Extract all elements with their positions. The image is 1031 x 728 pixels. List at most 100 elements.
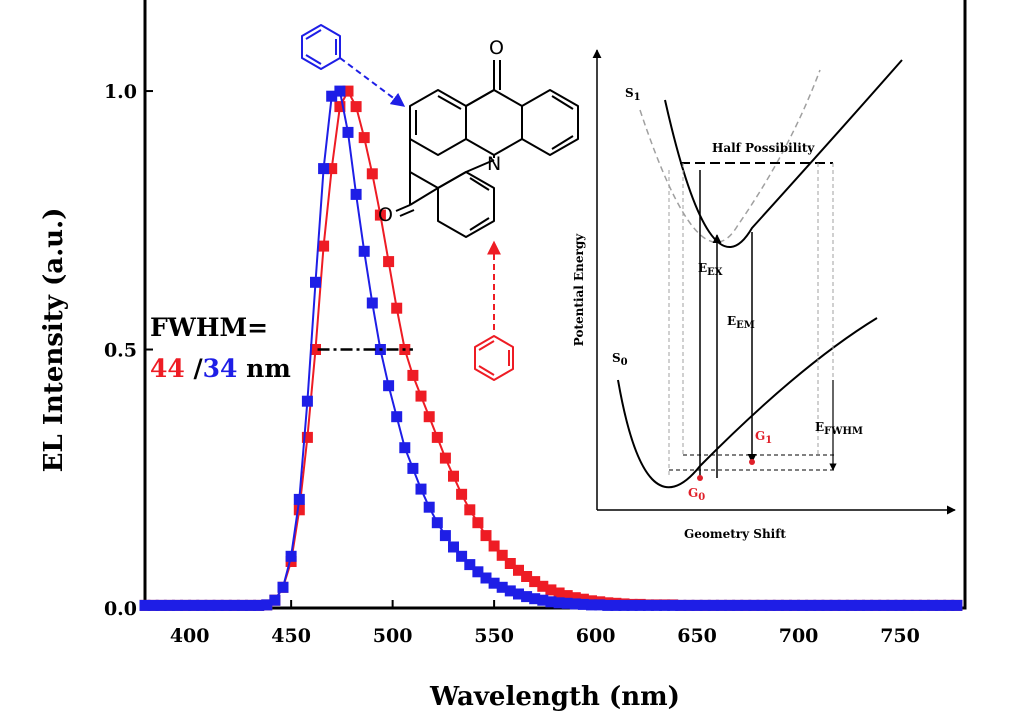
atom-n: N	[487, 153, 501, 175]
data-point	[569, 592, 581, 604]
data-point	[910, 599, 922, 611]
series-line	[145, 89, 957, 607]
data-point	[740, 599, 752, 611]
data-point	[172, 599, 183, 611]
data-point	[448, 541, 459, 553]
data-point	[439, 452, 451, 464]
data-point	[488, 577, 500, 589]
data-point	[626, 599, 638, 611]
data-point	[366, 168, 378, 180]
core-skeleton	[395, 60, 579, 238]
data-point	[496, 581, 508, 593]
data-point	[147, 599, 159, 611]
data-point	[456, 488, 468, 500]
fwhm-label: FWHM=	[150, 313, 268, 342]
data-point	[196, 599, 208, 611]
data-point	[301, 431, 313, 443]
data-point	[358, 132, 370, 144]
data-point	[537, 594, 549, 606]
data-point	[683, 599, 695, 611]
data-point	[886, 599, 898, 611]
data-point	[805, 599, 817, 611]
data-point	[894, 599, 906, 611]
data-point	[545, 596, 557, 608]
data-point	[943, 599, 955, 611]
data-point	[391, 302, 403, 314]
x-tick-label: 400	[170, 625, 210, 647]
data-point	[918, 599, 930, 611]
data-point	[537, 580, 549, 592]
data-point	[293, 504, 305, 516]
data-point	[277, 581, 289, 593]
fwhm-blue-value: 34	[203, 354, 238, 383]
data-point	[407, 462, 419, 474]
data-point	[326, 90, 338, 102]
data-point	[366, 297, 378, 309]
data-point	[423, 501, 435, 513]
data-point	[399, 442, 411, 454]
data-point	[561, 590, 573, 602]
series-line	[145, 88, 957, 607]
data-point	[423, 411, 435, 423]
data-point	[659, 599, 671, 611]
x-tick-label: 550	[474, 625, 514, 647]
data-point	[383, 380, 395, 392]
data-point	[464, 559, 476, 571]
data-point	[464, 504, 476, 516]
data-point	[651, 599, 662, 611]
data-point	[854, 599, 865, 611]
x-tick-label: 750	[880, 625, 920, 647]
data-point	[318, 163, 330, 175]
s0-curve	[617, 317, 878, 489]
data-point	[513, 564, 524, 576]
atom-o-top: O	[489, 37, 504, 59]
eex-label: EEX	[698, 261, 723, 278]
data-point	[431, 517, 443, 529]
data-point	[837, 599, 849, 611]
g1-point	[749, 459, 755, 465]
data-point	[699, 599, 711, 611]
molecule-structure: O N O	[301, 24, 579, 381]
atom-o-left: O	[378, 204, 393, 226]
series-0	[139, 85, 963, 611]
data-point	[245, 599, 256, 611]
data-point	[569, 598, 581, 610]
data-point	[228, 599, 240, 611]
data-point	[529, 593, 541, 605]
s1-curve	[664, 59, 903, 248]
data-point	[180, 599, 192, 611]
data-point	[553, 587, 565, 599]
data-point	[310, 276, 321, 288]
data-point	[374, 209, 386, 221]
data-point	[448, 470, 459, 482]
data-point	[951, 599, 963, 611]
series-layer	[139, 85, 963, 611]
data-point	[326, 163, 338, 175]
fwhm-values: 44 /34 nm	[150, 354, 291, 383]
data-point	[813, 599, 825, 611]
inset-x-axis-title: Geometry Shift	[684, 527, 786, 541]
data-point	[772, 599, 784, 611]
data-point	[845, 599, 857, 611]
data-point	[902, 599, 914, 611]
s0-label: S0	[612, 351, 628, 368]
data-point	[862, 599, 874, 611]
data-point	[391, 411, 403, 423]
data-point	[586, 599, 597, 611]
fwhm-unit: nm	[237, 354, 290, 383]
data-point	[188, 599, 200, 611]
data-point	[163, 599, 175, 611]
data-point	[935, 599, 947, 611]
data-point	[602, 599, 614, 611]
data-point	[504, 585, 516, 597]
data-point	[642, 599, 654, 611]
data-point	[456, 550, 468, 562]
y-tick-label: 0.5	[104, 340, 137, 362]
data-point	[529, 576, 541, 588]
data-point	[415, 483, 427, 495]
data-point	[236, 599, 248, 611]
data-point	[496, 549, 508, 561]
data-point	[293, 493, 305, 505]
inset-guide-lines	[668, 163, 835, 478]
